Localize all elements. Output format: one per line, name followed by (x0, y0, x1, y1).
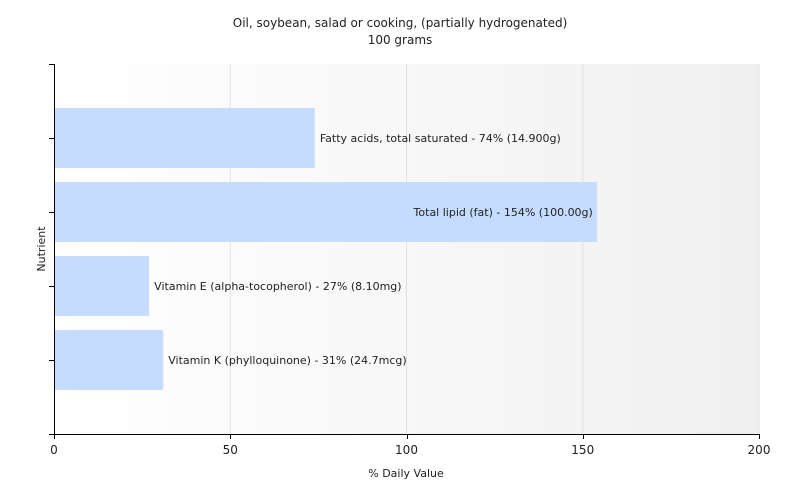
x-tick-label: 100 (395, 443, 418, 457)
y-axis-title: Nutrient (35, 226, 48, 272)
bar-label: Vitamin E (alpha-tocopherol) - 27% (8.10… (154, 280, 401, 293)
chart-title: Oil, soybean, salad or cooking, (partial… (233, 16, 568, 30)
x-tick-label: 200 (748, 443, 771, 457)
x-axis-title: % Daily Value (368, 467, 444, 480)
bar-label: Vitamin K (phylloquinone) - 31% (24.7mcg… (168, 354, 406, 367)
x-tick-label: 50 (223, 443, 238, 457)
axes: 0 50 100 150 200 (49, 64, 770, 457)
bars: Fatty acids, total saturated - 74% (14.9… (54, 108, 597, 390)
x-tick-label: 150 (571, 443, 594, 457)
bar (54, 330, 164, 390)
bar (54, 182, 597, 242)
bar-label: Total lipid (fat) - 154% (100.00g) (413, 206, 593, 219)
bar (54, 256, 150, 316)
chart-subtitle: 100 grams (368, 33, 433, 47)
x-tick-label: 0 (50, 443, 58, 457)
bar-label: Fatty acids, total saturated - 74% (14.9… (320, 132, 561, 145)
bar (54, 108, 315, 168)
